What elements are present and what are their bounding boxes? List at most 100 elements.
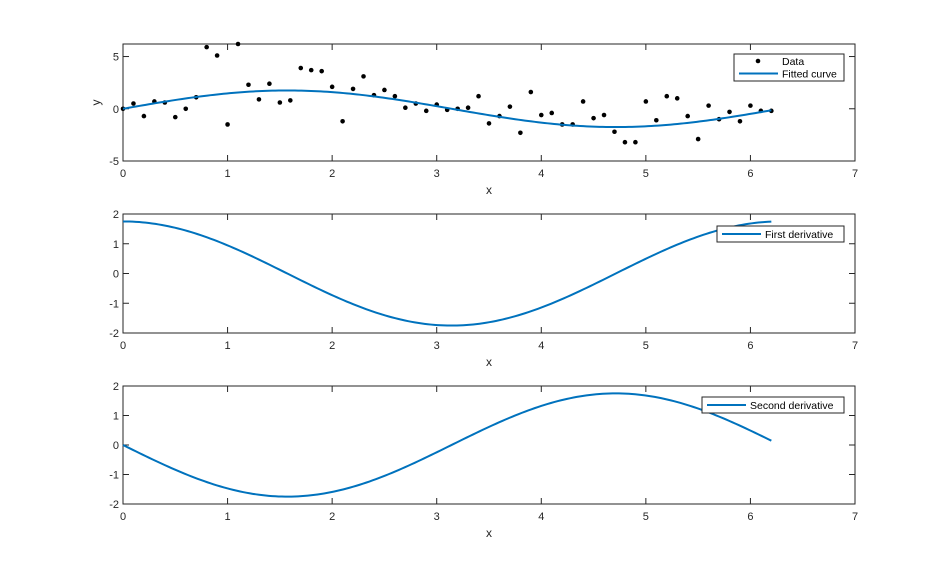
x-tick-label: 4 — [538, 340, 544, 352]
x-tick-label: 7 — [852, 340, 858, 352]
x-tick-label: 0 — [120, 168, 126, 180]
x-tick-label: 3 — [434, 340, 440, 352]
data-point — [225, 122, 230, 127]
data-point — [214, 53, 220, 58]
data-point — [748, 103, 753, 108]
subplot-3: 0 1 2 3 4 5 6 7 -2 -1 0 1 2 x Second derivative — [109, 381, 858, 540]
x-tick-label: 2 — [329, 168, 335, 180]
data-point — [685, 113, 690, 119]
data-point — [612, 129, 617, 135]
data-point — [256, 97, 262, 102]
data-point — [382, 87, 387, 93]
data-point — [486, 121, 492, 126]
plot-area — [122, 43, 856, 162]
data-point — [288, 98, 293, 103]
series-line-fitted-curve — [122, 89, 772, 129]
legend: First derivative — [716, 225, 845, 243]
data-point — [277, 100, 283, 105]
data-point — [591, 115, 596, 121]
data-point — [654, 117, 659, 123]
x-tick-label: 7 — [852, 511, 858, 523]
x-tick-label: 6 — [747, 340, 753, 352]
y-tick-label: 2 — [113, 209, 119, 221]
data-point — [727, 109, 732, 115]
data-point — [538, 112, 544, 118]
legend: Second derivative — [701, 396, 845, 414]
y-tick-label: 5 — [113, 52, 119, 64]
legend-marker-data — [755, 58, 761, 64]
y-tick-label: 0 — [113, 104, 119, 116]
x-tick-label: 2 — [329, 340, 335, 352]
x-tick-label: 3 — [434, 168, 440, 180]
x-tick-label: 6 — [747, 511, 753, 523]
data-point — [392, 93, 398, 99]
x-tick-label: 7 — [852, 168, 858, 180]
y-tick-label: 1 — [113, 239, 119, 251]
data-point — [298, 65, 304, 71]
y-tick-label: -5 — [109, 156, 119, 168]
data-point — [235, 41, 241, 47]
legend-box — [716, 225, 845, 243]
x-tick-label: 4 — [538, 511, 544, 523]
data-point — [319, 68, 324, 74]
data-point — [183, 106, 189, 112]
x-tick-label: 3 — [434, 511, 440, 523]
data-point — [706, 103, 711, 108]
y-tick-label: 0 — [113, 269, 119, 281]
data-point — [340, 119, 345, 124]
data-point — [361, 74, 366, 79]
data-point — [141, 113, 147, 119]
y-tick-label: 0 — [113, 440, 119, 452]
data-point — [664, 93, 670, 99]
y-tick-label: 1 — [113, 411, 119, 423]
series-data-points — [120, 41, 774, 145]
data-point — [204, 44, 209, 50]
data-point — [350, 86, 356, 92]
data-point — [622, 139, 628, 145]
x-tick-label: 4 — [538, 168, 544, 180]
y-tick-label: 2 — [113, 381, 119, 393]
data-point — [507, 104, 513, 109]
data-point — [423, 108, 429, 114]
series-line-first-derivative — [122, 220, 772, 327]
data-point — [246, 82, 251, 88]
x-tick-label: 6 — [747, 168, 753, 180]
data-point — [267, 81, 272, 86]
x-tick-label: 2 — [329, 511, 335, 523]
data-point — [329, 84, 335, 90]
data-point — [476, 93, 481, 99]
data-point — [528, 89, 534, 95]
data-point — [737, 119, 743, 124]
data-point — [549, 110, 555, 116]
legend-box — [701, 396, 845, 414]
data-point — [465, 105, 471, 111]
data-point — [643, 99, 649, 104]
data-point — [308, 67, 314, 73]
data-point — [580, 99, 586, 104]
y-tick-label: -1 — [109, 298, 119, 310]
x-tick-label: 5 — [643, 168, 649, 180]
legend-entry-label: Fitted curve — [782, 68, 837, 80]
data-point — [674, 96, 680, 101]
x-axis-label: x — [486, 355, 492, 369]
data-point — [172, 114, 178, 120]
data-point — [633, 139, 638, 145]
legend-entry-label: First derivative — [765, 229, 833, 241]
x-tick-label: 1 — [225, 340, 231, 352]
legend-box — [733, 53, 845, 82]
data-point — [131, 101, 136, 106]
x-tick-label: 1 — [225, 168, 231, 180]
x-tick-label: 1 — [225, 511, 231, 523]
y-tick-label: -2 — [109, 328, 119, 340]
legend-entry-label: Second derivative — [750, 400, 834, 412]
y-tick-label: -1 — [109, 470, 119, 482]
x-tick-label: 5 — [643, 511, 649, 523]
x-tick-label: 0 — [120, 340, 126, 352]
data-point — [695, 136, 701, 142]
series-line-second-derivative — [122, 392, 772, 498]
data-point — [403, 105, 408, 111]
x-axis-label: x — [486, 526, 492, 540]
data-point — [518, 130, 523, 136]
